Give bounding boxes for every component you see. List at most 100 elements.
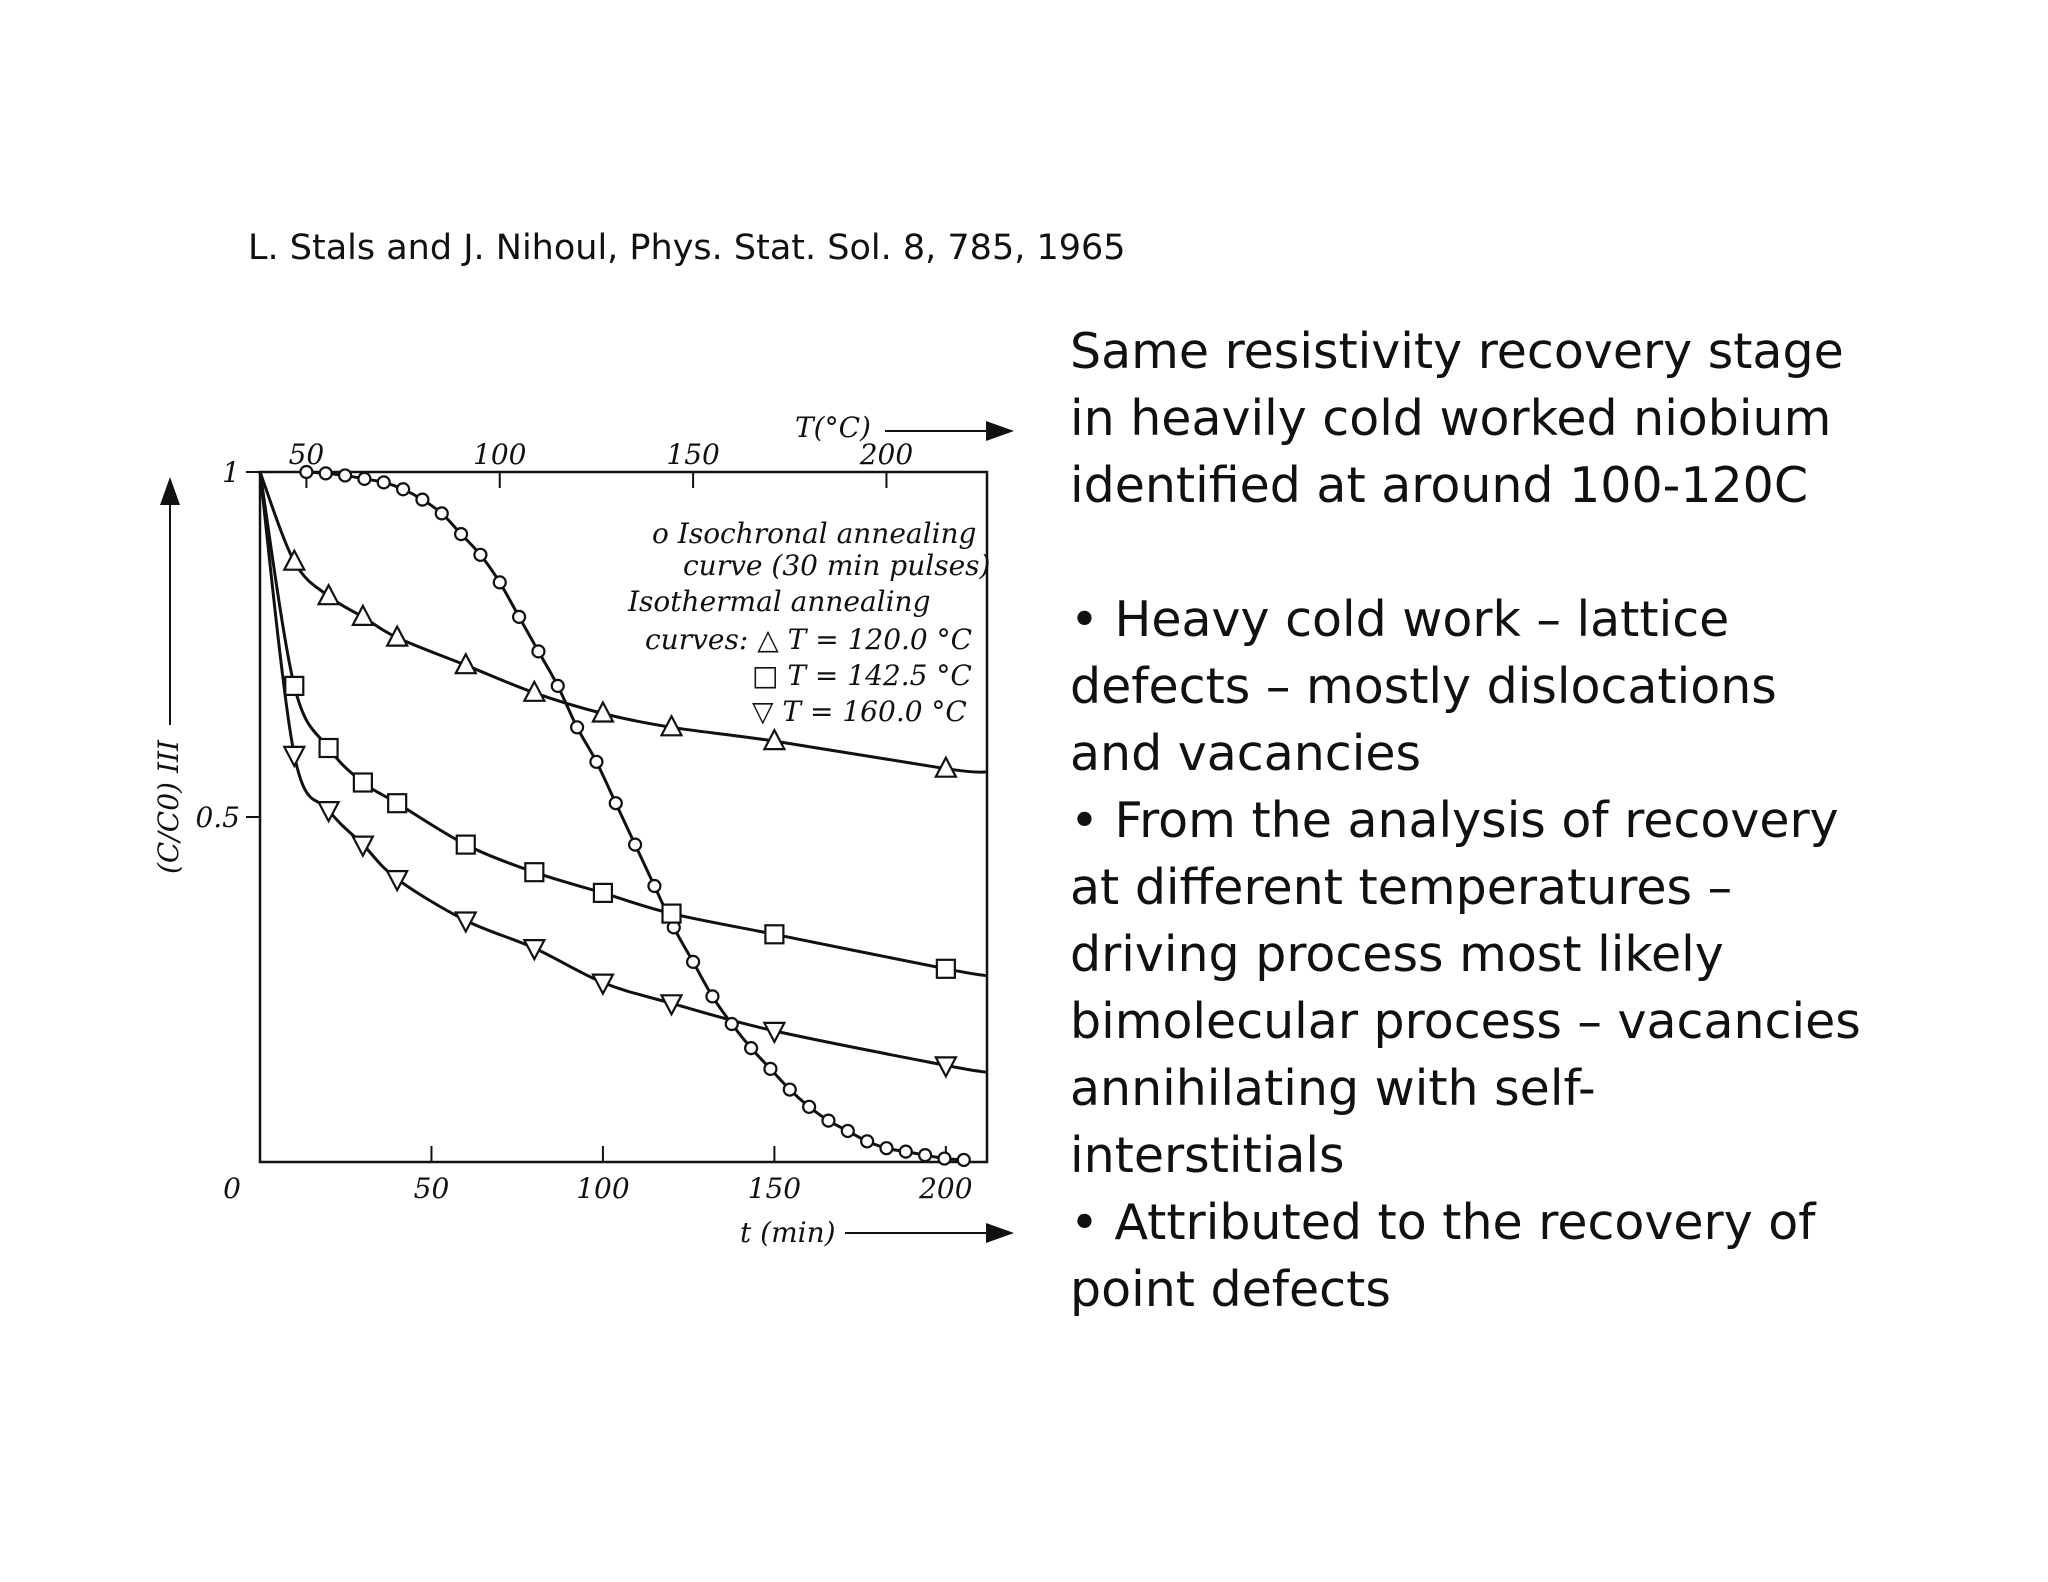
legend-line-1: o Isochronal annealing — [652, 517, 976, 550]
series-2-point — [591, 700, 615, 723]
series-1-point — [840, 1123, 855, 1139]
series-4-point — [659, 994, 684, 1017]
heading-line-3: identified at around 100-120C — [1070, 457, 1809, 514]
series-4-point — [591, 973, 615, 996]
series-1-point — [879, 1141, 894, 1156]
series-1-point — [531, 644, 546, 659]
series-1-point — [860, 1134, 875, 1149]
series-2-point — [659, 713, 684, 737]
bullet-1-line-1: • Heavy cold work – lattice — [1070, 591, 1730, 648]
legend-line-4: curves: △ T = 120.0 °C — [645, 623, 972, 656]
bullet-2-line-2: at different temperatures – — [1070, 859, 1733, 916]
series-2-point — [385, 624, 409, 647]
series-1-point — [937, 1151, 952, 1166]
bullet-2-line-1: • From the analysis of recovery — [1070, 792, 1839, 849]
series-1-point — [821, 1113, 836, 1128]
y-tick-label: 1 — [222, 456, 240, 489]
legend-line-3: Isothermal annealing — [627, 585, 931, 618]
series-line-3 — [258, 471, 988, 978]
bullet-2-line-4: bimolecular process – vacancies — [1070, 993, 1861, 1050]
series-4-point — [385, 870, 409, 893]
series-1-point — [686, 954, 701, 970]
series-3-point — [352, 772, 373, 793]
series-1-point — [299, 464, 314, 480]
series-4-point — [316, 801, 341, 824]
citation: L. Stals and J. Nihoul, Phys. Stat. Sol.… — [248, 228, 1126, 268]
x2-axis-label: T(°C) — [795, 411, 871, 444]
series-1-point — [453, 527, 469, 542]
legend-line-5: □ T = 142.5 °C — [752, 659, 972, 692]
series-line-4 — [258, 471, 988, 1074]
bullet-2-line-3: driving process most likely — [1070, 926, 1724, 983]
series-2-point — [453, 651, 478, 675]
x-tick-label: 200 — [918, 1172, 972, 1205]
x2-tick-label: 50 — [289, 438, 325, 471]
series-1-point — [589, 754, 604, 769]
series-4-point — [762, 1021, 787, 1045]
bullet-3-line-1: • Attributed to the recovery of — [1070, 1194, 1816, 1251]
series-1-point — [647, 878, 662, 894]
series-1-point — [705, 989, 720, 1004]
series-3-point — [524, 862, 545, 883]
series-1-point — [918, 1147, 933, 1163]
series-3-point — [764, 924, 785, 945]
series-1-point — [318, 466, 333, 481]
series-1-point — [802, 1099, 817, 1114]
series-1-point — [415, 492, 430, 507]
series-1-point — [473, 547, 488, 562]
series-1-point — [376, 475, 391, 490]
series-3-point — [387, 793, 408, 814]
bullet-2-line-5: annihilating with self- — [1070, 1060, 1596, 1117]
series-1-point — [724, 1016, 739, 1032]
heading-line-2: in heavily cold worked niobium — [1070, 390, 1832, 447]
chart-svg: 50 100 150 200 0 50 100 150 200 0.5 1 t (min) T(°C… — [152, 411, 1014, 1249]
series-2-point — [934, 755, 958, 778]
x-tick-label: 50 — [414, 1172, 450, 1205]
heading-line-1: Same resistivity recovery stage — [1070, 323, 1844, 380]
x-origin-label: 0 — [223, 1172, 241, 1205]
series-3-point — [318, 737, 339, 759]
x2-tick-label: 150 — [666, 438, 719, 471]
series-1-point — [898, 1144, 913, 1159]
x2-tick-label: 100 — [473, 438, 526, 471]
series-1-point — [550, 678, 565, 693]
text-panel: Same resistivity recovery stage in heavi… — [1070, 318, 2000, 1323]
series-2-point — [522, 679, 547, 702]
annealing-chart: 50 100 150 200 0 50 100 150 200 0.5 1 t (min) T(°C… — [130, 395, 1030, 1275]
series-1-point — [956, 1152, 971, 1168]
series-4-point — [453, 911, 478, 934]
series-1-point — [337, 468, 353, 483]
series-1-point — [763, 1061, 778, 1076]
series-3-point — [592, 882, 614, 903]
x-tick-label: 150 — [748, 1172, 801, 1205]
series-2-point — [351, 603, 375, 626]
x-axis-label: t (min) — [740, 1216, 836, 1249]
series-1-point — [511, 609, 527, 624]
series-1-point — [357, 471, 372, 487]
series-3-point — [455, 834, 476, 855]
series-2-point — [762, 727, 787, 751]
series-1-point — [569, 720, 585, 735]
legend: o Isochronal annealing curve (30 min pul… — [627, 517, 990, 728]
series-1-point — [628, 837, 643, 852]
series-4-point — [934, 1056, 958, 1079]
legend-line-2: curve (30 min pulses) — [683, 549, 990, 582]
marker-layer — [282, 464, 971, 1168]
series-2-point — [316, 582, 341, 606]
series-1-point — [492, 575, 507, 590]
series-1-point — [434, 506, 449, 521]
series-4-point — [351, 835, 375, 858]
y-axis-label: (C/C0) III — [152, 739, 185, 874]
legend-line-6: ▽ T = 160.0 °C — [752, 695, 967, 728]
series-1-point — [608, 796, 623, 811]
series-3-point — [935, 958, 956, 979]
bullet-1-line-2: defects – mostly dislocations — [1070, 658, 1777, 715]
series-3-point — [284, 675, 305, 696]
bullet-3-line-2: point defects — [1070, 1261, 1391, 1318]
series-4-point — [282, 745, 307, 769]
x2-tick-label: 200 — [859, 438, 913, 471]
series-3-point — [661, 903, 682, 924]
series-1-point — [395, 482, 411, 497]
series-2-point — [282, 548, 307, 571]
y-tick-label: 0.5 — [195, 801, 240, 834]
